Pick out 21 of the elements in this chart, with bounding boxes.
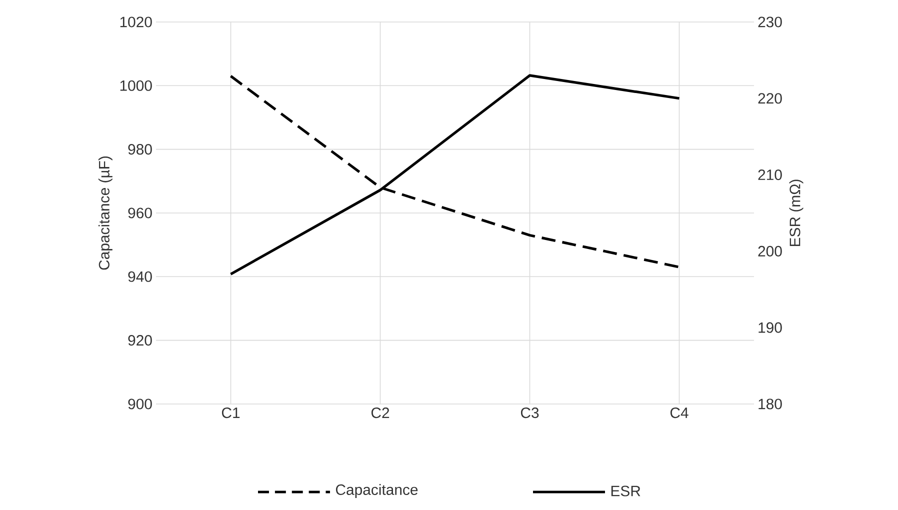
y2-tick-label: 190 — [758, 322, 782, 333]
y2-tick-label: 210 — [758, 169, 782, 180]
y-tick-label: 900 — [128, 398, 152, 410]
y-tick-label: 920 — [128, 335, 152, 346]
x-tick-label: C1 — [222, 408, 240, 418]
x-tick-label: C4 — [670, 408, 688, 418]
y2-tick-label: 220 — [758, 93, 782, 104]
y-tick-label: 980 — [128, 144, 152, 155]
legend-label: ESR — [611, 486, 640, 496]
x-tick-label: C3 — [520, 408, 539, 418]
y-axis-title: Capacitance (µF) — [98, 156, 112, 270]
x-tick-label: C2 — [371, 408, 390, 418]
y-tick-label: 1020 — [120, 16, 152, 28]
y2-axis-title: ESR (mΩ) — [789, 180, 804, 246]
y2-tick-label: 180 — [758, 398, 782, 410]
y2-tick-label: 230 — [758, 16, 782, 28]
y2-tick-label: 200 — [758, 246, 782, 256]
y-tick-label: 940 — [128, 271, 152, 282]
y-tick-label: 960 — [128, 208, 152, 218]
legend-label: Capacitance — [336, 484, 418, 498]
y-tick-label: 1000 — [120, 80, 152, 91]
